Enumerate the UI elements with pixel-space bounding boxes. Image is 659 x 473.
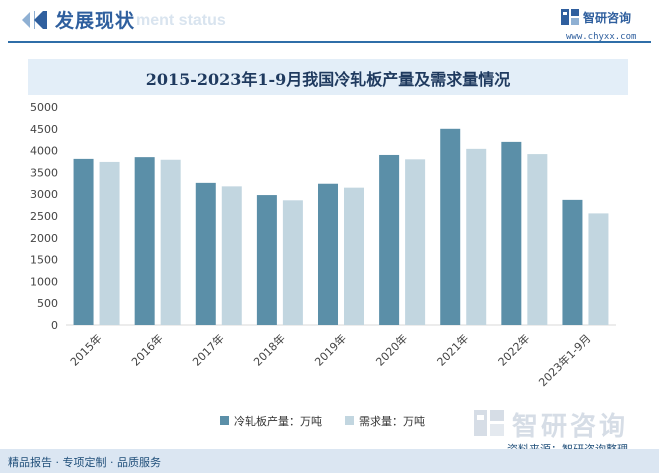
bar-production [73,158,94,325]
bar-production [318,183,338,325]
bar-demand [527,154,548,325]
y-tick-label: 4000 [30,145,58,158]
bar-demand [344,187,364,325]
footer-logo-name: 智研咨询 [512,412,629,442]
bar-production [501,141,522,325]
section-subtitle-watermark: ment status [136,12,226,29]
bar-demand [221,186,242,325]
legend-label-production: 冷轧板产量：万吨 [234,415,322,428]
chart-title-band: 2015-2023年1-9月我国冷轧板产量及需求量情况 [28,59,628,95]
bar-production [379,154,400,325]
footer-services: 精品报告 · 专项定制 · 品质服务 [8,456,161,469]
bar-production [562,199,583,325]
bar-demand [99,161,120,325]
y-tick-label: 1000 [30,275,58,288]
x-tick-label: 2018年 [251,331,288,368]
y-tick-label: 3500 [30,166,58,179]
y-tick-label: 500 [37,297,58,310]
y-tick-label: 1500 [30,254,58,267]
x-tick-label: 2020年 [373,331,410,368]
y-tick-label: 0 [51,319,58,332]
y-tick-label: 5000 [30,101,58,114]
bar-production [134,157,155,325]
y-tick-label: 2500 [30,210,58,223]
legend-swatch-demand [345,416,354,425]
y-tick-label: 3000 [30,188,58,201]
footer-logo: 智研咨询 [474,410,625,442]
x-tick-label: 2023年1-9月 [536,331,594,389]
legend-swatch-production [220,416,229,425]
section-title: 发展现状 [55,10,136,32]
y-tick-label: 4500 [30,123,58,136]
bar-production [195,182,216,325]
bar-demand [282,200,303,325]
x-tick-label: 2022年 [495,331,532,368]
legend-label-demand: 需求量：万吨 [359,415,425,428]
chart-title: 2015-2023年1-9月我国冷轧板产量及需求量情况 [145,70,511,89]
brand-url[interactable]: www.chyxx.com [566,32,637,42]
brand-name: 智研咨询 [583,11,632,25]
x-tick-label: 2016年 [128,331,165,368]
bar-production [440,128,461,325]
brand-logo-icon [561,9,579,25]
double-chevron-icon [22,9,47,31]
bar-demand [405,159,426,325]
x-tick-label: 2021年 [434,331,471,368]
footer-logo-icon [474,410,504,436]
footer-bar: 精品报告 · 专项定制 · 品质服务 [0,449,659,473]
x-tick-label: 2017年 [189,331,226,368]
page-header: 发展现状 ment status 智研咨询 www.chyxx.com [0,0,659,44]
x-tick-label: 2019年 [312,331,349,368]
bar-demand [160,159,181,325]
y-tick-label: 2000 [30,232,58,245]
header-divider [8,41,651,43]
bar-demand [588,213,609,325]
bar-demand [466,148,487,325]
bar-production [256,195,277,325]
x-tick-label: 2015年 [67,331,104,368]
